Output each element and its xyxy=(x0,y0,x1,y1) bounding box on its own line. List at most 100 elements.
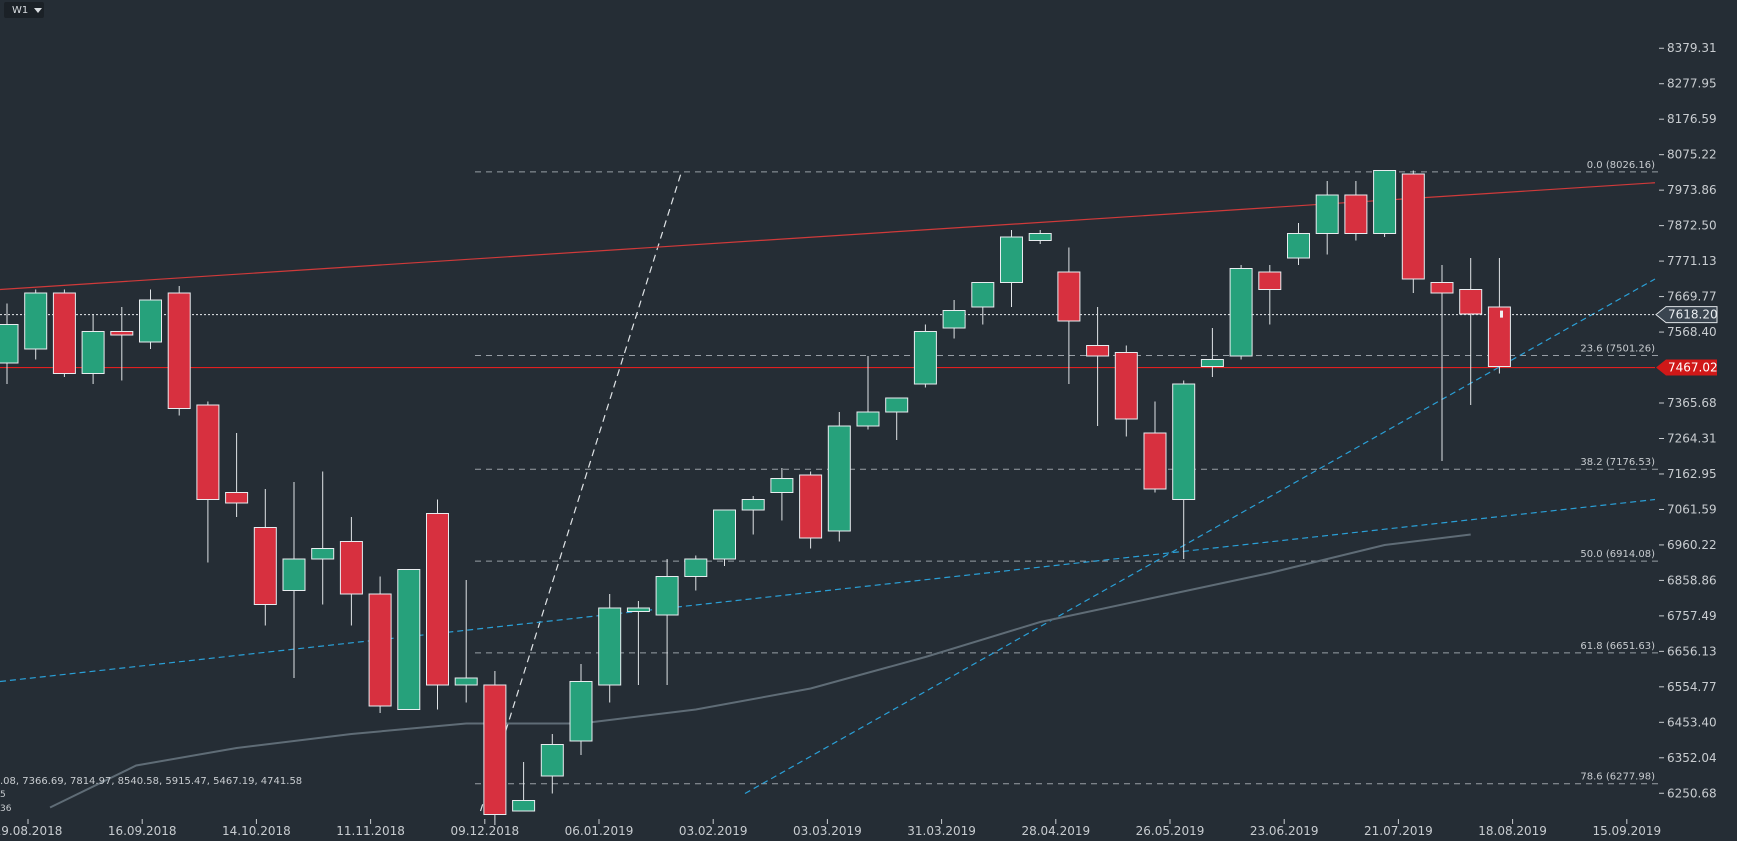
candle-body xyxy=(799,474,823,539)
candle-body xyxy=(110,331,134,336)
timeframe-label: W1 xyxy=(12,4,29,16)
date-tick-label: 03.03.2019 xyxy=(793,824,862,838)
date-tick-label: 03.02.2019 xyxy=(679,824,748,838)
candle-body xyxy=(540,744,564,777)
candle-body xyxy=(1000,236,1023,283)
timeframe-selector[interactable]: W1 xyxy=(4,2,44,18)
candle-body xyxy=(483,684,507,815)
fib-level-label: 38.2 (7176.53) xyxy=(1580,457,1655,468)
price-tick-label: 7365.68 xyxy=(1667,396,1717,410)
fib-level-label: 23.6 (7501.26) xyxy=(1580,344,1655,355)
date-tick-label: 26.05.2019 xyxy=(1136,824,1205,838)
candle-body xyxy=(1344,194,1368,234)
candle-body xyxy=(512,800,536,812)
candle-body xyxy=(913,331,937,385)
candle-body xyxy=(196,404,220,500)
date-tick-label: 18.08.2019 xyxy=(1478,824,1547,838)
price-tick-label: 7973.86 xyxy=(1667,183,1717,197)
date-tick-label: 15.09.2019 xyxy=(1592,824,1661,838)
candle-body xyxy=(655,576,679,616)
date-tick-label: 28.04.2019 xyxy=(1021,824,1090,838)
price-tick-label: 6250.68 xyxy=(1667,786,1717,800)
candle-body xyxy=(1315,194,1339,234)
price-tick-label: 8379.31 xyxy=(1667,41,1717,55)
fib-trend-line xyxy=(479,171,683,812)
candle-body xyxy=(1028,233,1052,241)
candle-body xyxy=(1057,271,1081,322)
candle-body xyxy=(1487,306,1511,367)
candle-body xyxy=(0,324,19,364)
candle-body xyxy=(167,292,191,409)
candle-body xyxy=(1114,352,1138,420)
candle-body xyxy=(1172,383,1196,500)
candle-body xyxy=(253,527,277,605)
fib-level-label: 50.0 (6914.08) xyxy=(1580,549,1655,560)
candle-body xyxy=(569,681,593,742)
candle-body xyxy=(81,331,105,374)
date-tick-label: 14.10.2018 xyxy=(222,824,291,838)
current-price-tag xyxy=(1655,306,1718,324)
candle-body xyxy=(626,607,650,612)
price-tick-label: 8075.22 xyxy=(1667,148,1717,162)
candle-body xyxy=(397,569,421,710)
price-tick-label: 7669.77 xyxy=(1667,290,1717,304)
date-tick-label: 23.06.2019 xyxy=(1250,824,1319,838)
price-tick-label: 6656.13 xyxy=(1667,644,1717,658)
candle-body xyxy=(1258,271,1282,290)
price-tick-label: 7568.40 xyxy=(1667,325,1717,339)
trendline-upper xyxy=(744,278,1656,795)
candle-body xyxy=(311,548,335,560)
price-tick-label: 7061.59 xyxy=(1667,502,1717,516)
current-price-label: 7618.20 xyxy=(1668,308,1718,322)
price-tick-label: 6352.04 xyxy=(1667,751,1717,765)
moving-average-line xyxy=(49,533,1471,809)
ma-values-legend: .08, 7366.69, 7814.97, 8540.58, 5915.47,… xyxy=(0,776,303,787)
price-tick-label: 7771.13 xyxy=(1667,254,1717,268)
candle-body xyxy=(225,492,249,504)
fib-level-label: 61.8 (6651.63) xyxy=(1580,641,1655,652)
price-tick-label: 7264.31 xyxy=(1667,431,1717,445)
candle-body xyxy=(856,411,880,427)
candle-body xyxy=(52,292,76,374)
fib-level-label: 78.6 (6277.98) xyxy=(1580,772,1655,783)
candle-body xyxy=(971,282,995,308)
candle-body xyxy=(1373,170,1397,234)
price-tick-label: 6453.40 xyxy=(1667,715,1717,729)
ma-legend-line2: 5 xyxy=(0,790,6,800)
price-tick-label: 7872.50 xyxy=(1667,219,1717,233)
price-tick-label: 6858.86 xyxy=(1667,573,1717,587)
candle-body xyxy=(827,425,851,532)
candle-body xyxy=(339,541,363,595)
ma-legend-line3: 36 xyxy=(0,804,12,814)
price-tick-label: 6554.77 xyxy=(1667,680,1717,694)
support-price-label: 7467.02 xyxy=(1668,361,1718,375)
price-tick-label: 6960.22 xyxy=(1667,538,1717,552)
candle-body xyxy=(1287,233,1310,259)
price-tick-label: 6757.49 xyxy=(1667,609,1717,623)
price-tick-label: 7162.95 xyxy=(1667,467,1717,481)
candle-body xyxy=(770,478,794,493)
support-price-tag xyxy=(1656,359,1717,376)
candle-body xyxy=(942,310,966,329)
date-tick-label: 16.09.2018 xyxy=(108,824,177,838)
price-cursor-marker xyxy=(1500,310,1503,318)
candle-body xyxy=(598,607,622,686)
candle-body xyxy=(139,299,162,343)
candle-body xyxy=(282,558,306,591)
candle-body xyxy=(1430,282,1454,294)
candle-body xyxy=(1200,359,1224,367)
date-tick-label: 31.03.2019 xyxy=(907,824,976,838)
candle-body xyxy=(1143,432,1167,490)
candle-body xyxy=(1401,173,1425,280)
candle-body xyxy=(24,292,48,350)
candle-body xyxy=(741,499,765,511)
candle-body xyxy=(684,558,708,577)
price-tick-label: 8277.95 xyxy=(1667,77,1717,91)
candle-body xyxy=(1229,268,1253,357)
date-tick-label: 09.12.2018 xyxy=(450,824,519,838)
candle-body xyxy=(368,593,392,707)
candle-body xyxy=(1459,289,1483,315)
trendline-lower xyxy=(0,498,1656,683)
date-tick-label: 21.07.2019 xyxy=(1364,824,1433,838)
